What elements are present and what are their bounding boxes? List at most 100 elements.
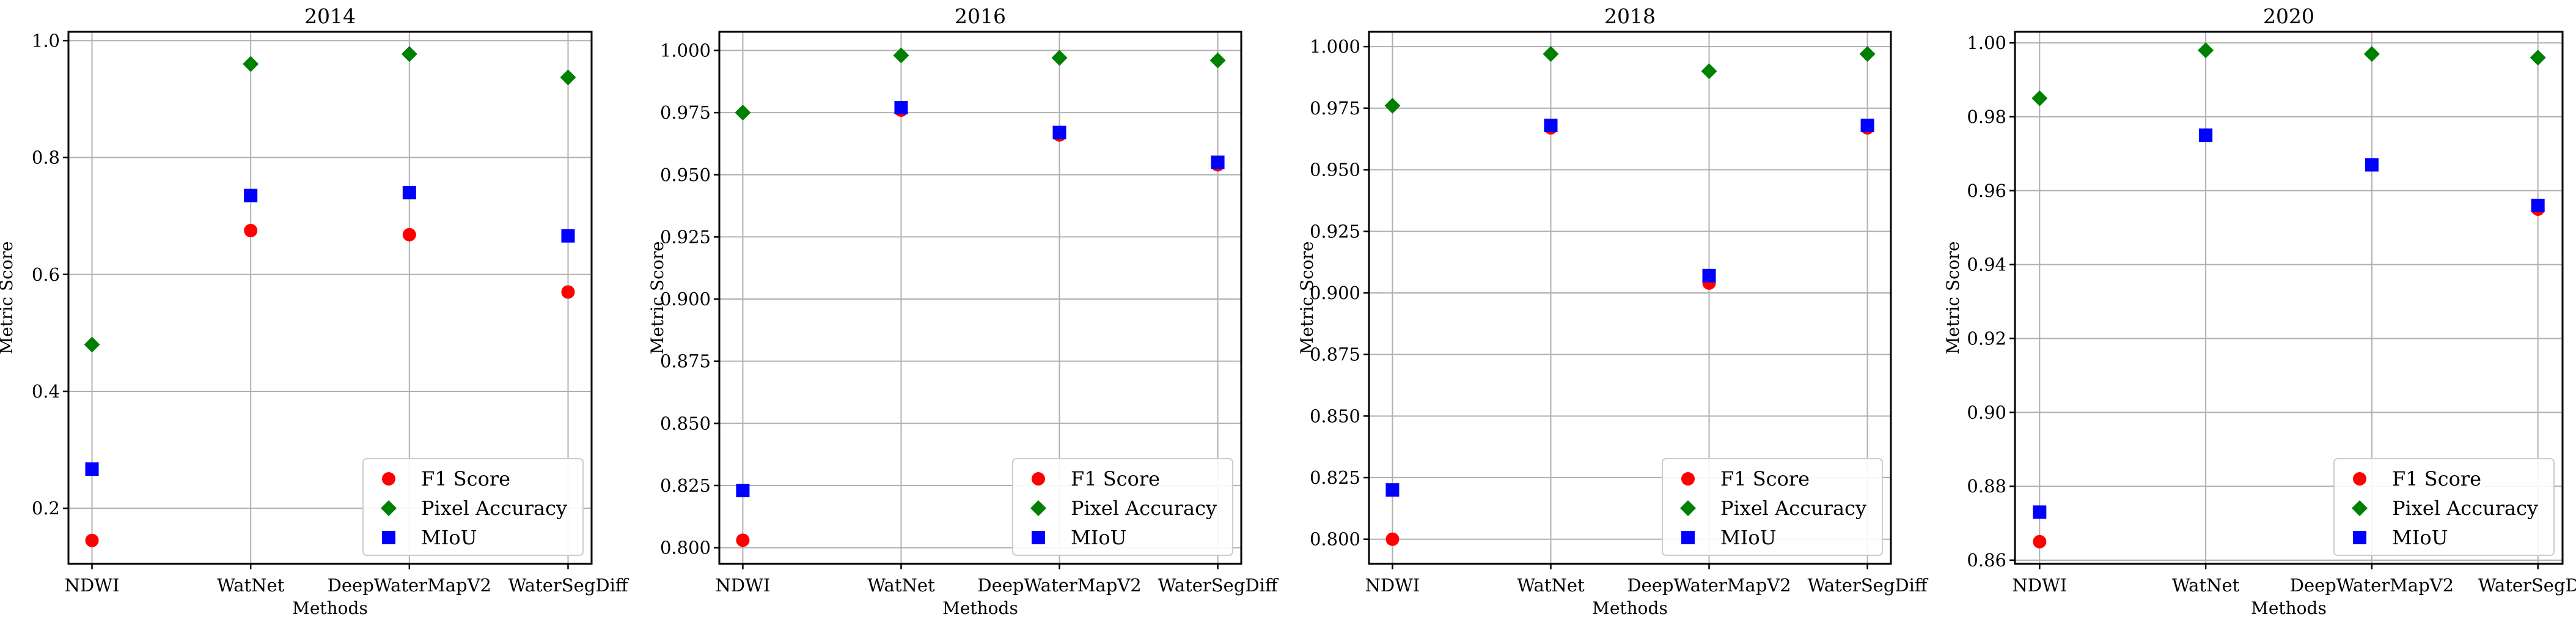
legend-label: F1 Score [421,467,510,490]
legend-marker-square [2353,531,2366,544]
legend-box [1662,458,1883,556]
y-tick-label: 0.8 [32,147,60,168]
legend-marker-diamond [381,500,397,516]
legend: F1 Score Pixel Accuracy MIoU [1012,458,1233,556]
legend-marker-circle [1032,472,1045,486]
legend-marker-square [1032,531,1045,544]
y-tick-label: 1.000 [1310,36,1360,57]
data-point-square [1211,155,1225,169]
x-tick-label: WatNet [1517,575,1585,596]
y-tick-label: 0.90 [1967,402,2006,423]
x-tick-label: DeepWaterMapV2 [2290,575,2454,596]
y-tick-label: 1.000 [660,40,711,61]
y-tick-label: 0.950 [1310,160,1360,180]
y-tick-label: 0.92 [1967,328,2006,349]
legend-label: MIoU [1720,526,1777,549]
data-point-square [1052,125,1066,139]
y-tick-label: 0.4 [32,381,60,402]
x-axis-label: Methods [1592,598,1668,618]
chart-title: 2014 [304,4,356,28]
chart-panel-2018: 0.800 0.825 0.850 0.875 0.900 0.925 0.950 0.975… [1297,4,1929,618]
plot-frame [2014,31,2564,565]
chart-panel-2020: 0.86 0.88 0.90 0.92 0.94 0.96 0.98 1.00 NDWI WatN… [1943,4,2576,618]
data-point-diamond [1701,63,1717,80]
legend-marker-diamond [2352,500,2368,516]
data-point-diamond [2363,46,2380,62]
y-tick-label: 0.6 [32,264,60,285]
y-tick-label: 0.925 [660,226,711,247]
y-tick-label: 0.900 [1310,283,1360,303]
legend-label: F1 Score [1071,467,1160,490]
data-point-diamond [2031,90,2048,106]
data-point-square [2033,505,2047,519]
data-point-square [561,229,575,243]
y-tick-label: 0.800 [1310,529,1360,550]
data-point-square [1860,119,1874,133]
x-tick-label: WatNet [867,575,935,596]
x-axis-label: Methods [292,598,368,618]
data-point-diamond [893,47,909,64]
y-axis-label: Metric Score [647,241,667,354]
data-point-square [1544,119,1558,133]
y-tick-label: 0.96 [1967,180,2006,201]
x-axis-label: Methods [942,598,1018,618]
y-tick-label: 0.2 [32,498,60,519]
y-tick-label: 0.975 [1310,98,1360,119]
legend-box [1012,458,1233,556]
legend-label: F1 Score [2392,467,2481,490]
y-tick-label: 1.0 [32,30,60,51]
data-point-diamond [401,46,417,62]
data-point-square [85,462,99,476]
y-tick-label: 0.900 [660,289,711,309]
data-point-circle [244,224,258,238]
y-tick-label: 1.00 [1967,32,2006,53]
data-point-diamond [2530,50,2546,66]
data-point-diamond [1859,46,1876,62]
x-tick-label: DeepWaterMapV2 [1627,575,1791,596]
x-tick-label: WatNet [2172,575,2240,596]
data-point-square [1385,483,1400,497]
legend-label: MIoU [2392,526,2448,549]
x-tick-label: NDWI [65,575,120,596]
data-point-diamond [1543,46,1559,62]
data-point-circle [2033,534,2047,549]
data-point-square [736,484,750,498]
plot-frame [67,31,593,565]
y-tick-label: 0.94 [1967,254,2006,275]
y-tick-label: 0.875 [1310,344,1360,365]
y-tick-label: 0.86 [1967,550,2006,571]
x-tick-label: WaterSegDiff [2478,575,2576,596]
x-tick-label: NDWI [715,575,770,596]
legend-label: Pixel Accuracy [1071,497,1217,520]
legend-box [362,458,584,556]
data-point-circle [402,227,416,242]
data-point-square [2365,158,2379,172]
data-point-square [1702,268,1716,283]
legend-marker-diamond [1030,500,1046,516]
y-axis-label: Metric Score [0,241,17,354]
chart-title: 2016 [955,4,1006,28]
legend-label: MIoU [421,526,477,549]
y-axis-label: Metric Score [1297,241,1317,354]
data-point-circle [1385,532,1400,546]
legend-label: MIoU [1071,526,1127,549]
x-tick-label: NDWI [2012,575,2067,596]
x-tick-label: NDWI [1365,575,1420,596]
data-point-diamond [84,336,100,353]
plot-frame [1368,31,1892,565]
data-point-square [244,188,258,202]
y-tick-label: 0.975 [660,102,711,123]
legend-marker-circle [1681,472,1695,486]
legend-marker-square [382,531,395,544]
data-point-square [894,100,908,114]
x-tick-label: DeepWaterMapV2 [328,575,491,596]
chart-panel-2016: 0.800 0.825 0.850 0.875 0.900 0.925 0.950 0.975… [647,4,1279,618]
data-point-diamond [1209,52,1226,68]
data-point-circle [85,533,99,547]
data-point-diamond [243,56,259,72]
legend: F1 Score Pixel Accuracy MIoU [2333,458,2555,556]
data-point-circle [561,285,575,299]
y-tick-label: 0.88 [1967,476,2006,497]
chart-panel-2014: 0.2 0.4 0.6 0.8 1.0 NDWI WatNet DeepWaterMapV2 W… [0,4,629,618]
legend-label: F1 Score [1720,467,1810,490]
